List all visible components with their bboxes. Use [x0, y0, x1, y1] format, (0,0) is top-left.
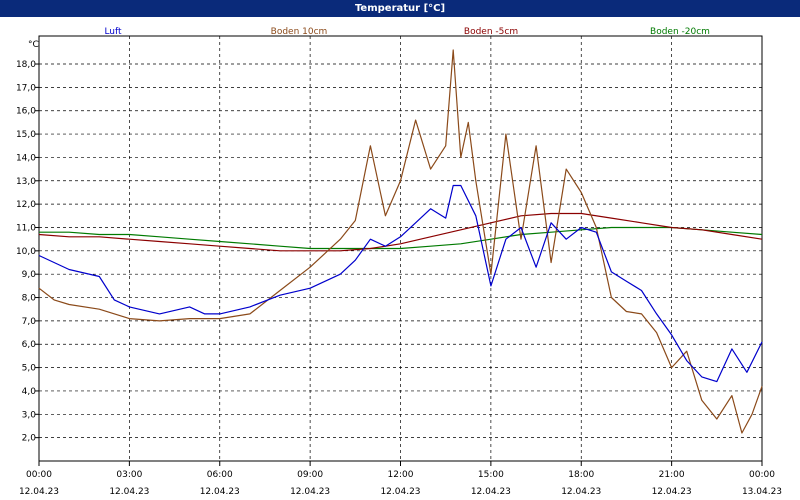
series-line-boden-10cm — [38, 49, 763, 434]
y-tick-label: 11,0 — [16, 223, 36, 233]
x-tick-label-date: 13.04.23 — [742, 487, 782, 497]
y-tick-label: 3,0 — [22, 410, 37, 420]
y-tick-label: 13,0 — [16, 177, 36, 187]
y-tick-label: 8,0 — [22, 294, 37, 304]
y-tick-label: 17,0 — [16, 83, 36, 93]
x-tick-label-date: 12.04.23 — [652, 487, 692, 497]
x-tick-label-time: 09:00 — [297, 470, 323, 480]
x-tick-label-time: 12:00 — [388, 470, 414, 480]
y-tick-label: 7,0 — [22, 317, 37, 327]
y-tick-label: 5,0 — [22, 364, 37, 374]
legend-entry: Boden 10cm — [271, 27, 328, 37]
legend: Luft Boden 10cm Boden -5cm Boden -20cm — [104, 27, 710, 37]
y-tick-label: 6,0 — [22, 340, 37, 350]
y-tick-label: 18,0 — [16, 60, 36, 70]
legend-entry: Boden -20cm — [650, 27, 710, 37]
y-axis: 2,0 3,0 4,0 5,0 6,0 7,0 8,0 9,0 10,0 11,0 12,0 13,0… — [16, 60, 39, 444]
y-tick-label: 16,0 — [16, 107, 36, 117]
y-tick-label: 4,0 — [22, 387, 37, 397]
x-tick-label-date: 12.04.23 — [19, 487, 59, 497]
x-tick-label-time: 03:00 — [116, 470, 142, 480]
series-line-luft — [38, 184, 763, 383]
x-tick-label-time: 06:00 — [207, 470, 233, 480]
y-tick-label: 15,0 — [16, 130, 36, 140]
chart-title: Temperatur [°C] — [0, 0, 800, 17]
x-tick-label-date: 12.04.23 — [471, 487, 511, 497]
x-tick-label-time: 21:00 — [659, 470, 685, 480]
x-tick-label-date: 12.04.23 — [561, 487, 601, 497]
x-tick-label-date: 12.04.23 — [380, 487, 420, 497]
y-tick-label: 9,0 — [22, 270, 37, 280]
x-tick-label-time: 00:00 — [749, 470, 775, 480]
x-tick-label-time: 00:00 — [26, 470, 52, 480]
x-tick-label-time: 18:00 — [568, 470, 594, 480]
series-lines — [38, 49, 763, 434]
y-tick-label: 2,0 — [22, 434, 37, 444]
legend-entry: Luft — [104, 27, 122, 37]
x-tick-label-date: 12.04.23 — [200, 487, 240, 497]
y-axis-label: °C — [28, 40, 39, 50]
y-tick-label: 12,0 — [16, 200, 36, 210]
y-tick-label: 10,0 — [16, 247, 36, 257]
series-line-boden-20cm — [39, 226, 763, 250]
y-tick-label: 14,0 — [16, 153, 36, 163]
series-line-boden-5cm — [38, 212, 763, 252]
x-tick-label-date: 12.04.23 — [109, 487, 149, 497]
x-axis: 00:00 12.04.23 03:00 12.04.23 06:00 12.04.23 0… — [19, 461, 782, 497]
x-tick-label-date: 12.04.23 — [290, 487, 330, 497]
legend-entry: Boden -5cm — [464, 27, 518, 37]
x-tick-label-time: 15:00 — [478, 470, 504, 480]
